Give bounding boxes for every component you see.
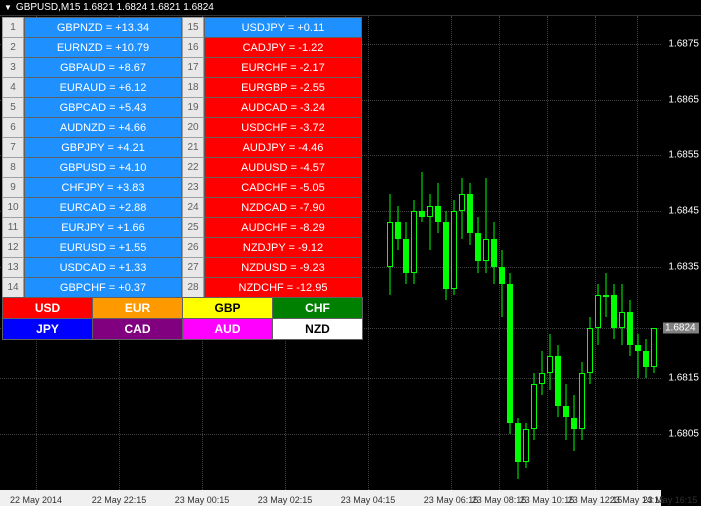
- rank-cell[interactable]: 12: [2, 237, 24, 258]
- x-tick: 23 May 02:15: [258, 495, 313, 505]
- pair-cell[interactable]: CADJPY = -1.22: [204, 37, 362, 58]
- pair-cell[interactable]: AUDCHF = -8.29: [204, 217, 362, 238]
- rank-cell[interactable]: 8: [2, 157, 24, 178]
- x-tick: 23 May 16:15: [643, 495, 698, 505]
- dropdown-icon[interactable]: ▼: [4, 3, 12, 12]
- pair-cell[interactable]: CHFJPY = +3.83: [24, 177, 182, 198]
- currency-eur[interactable]: EUR: [92, 297, 183, 319]
- currency-grid: USDEURGBPCHF JPYCADAUDNZD: [2, 297, 362, 339]
- y-tick: 1.6805: [668, 429, 699, 440]
- pair-cell[interactable]: EURCHF = -2.17: [204, 57, 362, 78]
- currency-aud[interactable]: AUD: [182, 318, 273, 340]
- x-tick: 23 May 10:15: [520, 495, 575, 505]
- currency-cad[interactable]: CAD: [92, 318, 183, 340]
- rank-cell[interactable]: 21: [182, 137, 204, 158]
- rank-cell[interactable]: 7: [2, 137, 24, 158]
- rank-cell[interactable]: 23: [182, 177, 204, 198]
- rank-cell[interactable]: 19: [182, 97, 204, 118]
- currency-chf[interactable]: CHF: [272, 297, 363, 319]
- x-tick: 23 May 08:15: [472, 495, 527, 505]
- pair-cell[interactable]: NZDJPY = -9.12: [204, 237, 362, 258]
- pair-cell[interactable]: EURGBP = -2.55: [204, 77, 362, 98]
- pair-cell[interactable]: AUDCAD = -3.24: [204, 97, 362, 118]
- price-axis: 1.6805 1.6815 1.6824 1.6835 1.6845 1.6855 1.68…: [661, 16, 701, 490]
- pair-cell[interactable]: GBPCAD = +5.43: [24, 97, 182, 118]
- pair-table: 1234567891011121314 GBPNZD = +13.34EURNZ…: [2, 18, 362, 298]
- rank-cell[interactable]: 14: [2, 277, 24, 298]
- currency-jpy[interactable]: JPY: [2, 318, 93, 340]
- y-tick: 1.6815: [668, 373, 699, 384]
- currency-gbp[interactable]: GBP: [182, 297, 273, 319]
- rank-cell[interactable]: 5: [2, 97, 24, 118]
- rank-cell[interactable]: 16: [182, 37, 204, 58]
- currency-nzd[interactable]: NZD: [272, 318, 363, 340]
- pair-cell[interactable]: NZDCHF = -12.95: [204, 277, 362, 298]
- y-tick: 1.6855: [668, 150, 699, 161]
- pair-cell[interactable]: USDJPY = +0.11: [204, 17, 362, 38]
- rank-cell[interactable]: 27: [182, 257, 204, 278]
- pair-cell[interactable]: AUDNZD = +4.66: [24, 117, 182, 138]
- x-tick: 22 May 2014: [10, 495, 62, 505]
- rank-cell[interactable]: 18: [182, 77, 204, 98]
- pair-cell[interactable]: NZDCAD = -7.90: [204, 197, 362, 218]
- time-axis: 22 May 2014 22 May 22:15 23 May 00:15 23 Ma…: [0, 490, 661, 506]
- pair-cell[interactable]: USDCHF = -3.72: [204, 117, 362, 138]
- y-tick: 1.6824: [663, 323, 699, 334]
- rank-cell[interactable]: 24: [182, 197, 204, 218]
- rank-cell[interactable]: 28: [182, 277, 204, 298]
- rank-cell[interactable]: 1: [2, 17, 24, 38]
- rank-cell[interactable]: 4: [2, 77, 24, 98]
- pair-cell[interactable]: AUDUSD = -4.57: [204, 157, 362, 178]
- strength-panel: 1234567891011121314 GBPNZD = +13.34EURNZ…: [2, 18, 362, 339]
- chart-window: ▼ GBPUSD,M15 1.6821 1.6824 1.6821 1.6824…: [0, 0, 701, 506]
- pair-cell[interactable]: USDCAD = +1.33: [24, 257, 182, 278]
- pair-cell[interactable]: EURNZD = +10.79: [24, 37, 182, 58]
- rank-cell[interactable]: 10: [2, 197, 24, 218]
- rank-cell[interactable]: 15: [182, 17, 204, 38]
- rank-cell[interactable]: 26: [182, 237, 204, 258]
- currency-usd[interactable]: USD: [2, 297, 93, 319]
- pair-cell[interactable]: GBPJPY = +4.21: [24, 137, 182, 158]
- x-tick: 22 May 22:15: [92, 495, 147, 505]
- rank-cell[interactable]: 17: [182, 57, 204, 78]
- rank-cell[interactable]: 6: [2, 117, 24, 138]
- pair-cell[interactable]: EURAUD = +6.12: [24, 77, 182, 98]
- rank-cell[interactable]: 3: [2, 57, 24, 78]
- rank-cell[interactable]: 11: [2, 217, 24, 238]
- y-tick: 1.6845: [668, 206, 699, 217]
- x-tick: 23 May 04:15: [341, 495, 396, 505]
- chart-title: GBPUSD,M15 1.6821 1.6824 1.6821 1.6824: [16, 2, 214, 13]
- pair-cell[interactable]: EURUSD = +1.55: [24, 237, 182, 258]
- rank-cell[interactable]: 9: [2, 177, 24, 198]
- x-tick: 23 May 06:15: [424, 495, 479, 505]
- y-tick: 1.6875: [668, 38, 699, 49]
- y-tick: 1.6865: [668, 94, 699, 105]
- rank-cell[interactable]: 20: [182, 117, 204, 138]
- title-bar: ▼ GBPUSD,M15 1.6821 1.6824 1.6821 1.6824: [0, 0, 701, 16]
- pair-cell[interactable]: CADCHF = -5.05: [204, 177, 362, 198]
- pair-cell[interactable]: GBPUSD = +4.10: [24, 157, 182, 178]
- pair-cell[interactable]: GBPCHF = +0.37: [24, 277, 182, 298]
- pair-cell[interactable]: EURCAD = +2.88: [24, 197, 182, 218]
- pair-cell[interactable]: AUDJPY = -4.46: [204, 137, 362, 158]
- rank-cell[interactable]: 13: [2, 257, 24, 278]
- y-tick: 1.6835: [668, 261, 699, 272]
- pair-cell[interactable]: EURJPY = +1.66: [24, 217, 182, 238]
- x-tick: 23 May 00:15: [175, 495, 230, 505]
- rank-cell[interactable]: 25: [182, 217, 204, 238]
- pair-cell[interactable]: NZDUSD = -9.23: [204, 257, 362, 278]
- rank-cell[interactable]: 22: [182, 157, 204, 178]
- pair-cell[interactable]: GBPNZD = +13.34: [24, 17, 182, 38]
- rank-cell[interactable]: 2: [2, 37, 24, 58]
- pair-cell[interactable]: GBPAUD = +8.67: [24, 57, 182, 78]
